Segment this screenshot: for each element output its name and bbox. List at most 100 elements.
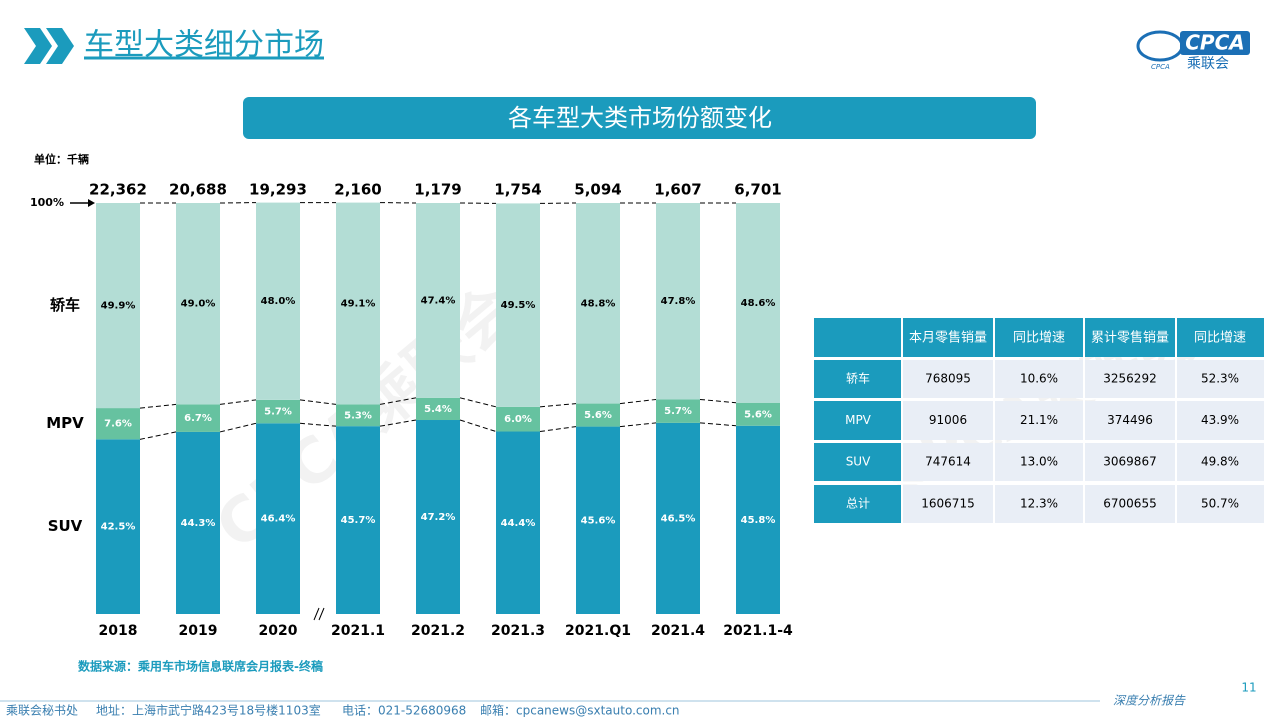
x-tick-label: 2021.1-4 (723, 623, 793, 639)
bar-segment (416, 397, 460, 421)
cell (994, 485, 1084, 523)
bar-segment (176, 404, 220, 432)
data-label: 44.4% (501, 518, 536, 529)
cell-text: 52.3% (1201, 372, 1239, 386)
bar-segment (576, 203, 620, 404)
total-label: 1,754 (494, 181, 541, 199)
cell-text: 3069867 (1103, 455, 1156, 469)
logo-text: CPCA (1185, 31, 1245, 55)
page-number: 11 (1241, 681, 1256, 695)
bar-segment (416, 203, 460, 398)
data-label: 45.6% (581, 515, 616, 526)
column-header: 本月零售销量 (909, 330, 987, 346)
bar-segment (576, 426, 620, 614)
connector (299, 399, 337, 405)
cell (994, 401, 1084, 440)
cell (902, 443, 994, 481)
data-label: 5.4% (424, 404, 452, 415)
footer-address: 地址：上海市武宁路423号18号楼1103室 (96, 703, 321, 718)
footer-email: 邮箱：cpcanews@sxtauto.com.cn (480, 703, 680, 718)
row-header: MPV (845, 413, 872, 427)
bar-segment (96, 408, 140, 440)
cell-text: 1606715 (921, 497, 974, 511)
cell (1176, 485, 1264, 523)
cell (994, 443, 1084, 481)
cell (1084, 443, 1176, 481)
connector (459, 419, 497, 432)
cell-text: 50.7% (1201, 497, 1239, 511)
cell (994, 360, 1084, 398)
cell-text: 3256292 (1103, 372, 1156, 386)
total-label: 6,701 (734, 181, 781, 199)
bar-segment (576, 403, 620, 427)
cell-text: 10.6% (1020, 372, 1058, 386)
data-label: 5.7% (664, 406, 692, 417)
x-tick-label: 2021.2 (411, 623, 465, 639)
bar-segment (176, 431, 220, 614)
bar-segment (256, 399, 300, 424)
cell-text: 12.3% (1020, 497, 1058, 511)
row-header: 总计 (846, 497, 870, 511)
bar-segment (496, 203, 540, 407)
data-label: 42.5% (101, 522, 136, 533)
cell (1176, 443, 1264, 481)
connector (299, 422, 337, 427)
page-title: 车型大类细分市场 (84, 28, 324, 63)
bar-segment (496, 406, 540, 432)
x-tick-label: 2019 (179, 623, 218, 639)
cell (902, 401, 994, 440)
cell (902, 485, 994, 523)
total-label: 1,179 (414, 181, 461, 199)
logo-sub: 乘联会 (1187, 56, 1229, 72)
chevron (24, 28, 52, 64)
cell-text: 374496 (1107, 413, 1153, 427)
data-label: 46.5% (661, 513, 696, 524)
total-label: 20,688 (169, 181, 227, 199)
banner-title: 各车型大类市场份额变化 (508, 104, 772, 132)
column-header: 同比增速 (1013, 331, 1065, 346)
cell (1084, 485, 1176, 523)
footer-report: 深度分析报告 (1113, 694, 1186, 708)
chevron (46, 28, 74, 64)
row-header-cell (814, 485, 902, 523)
series-label: SUV (48, 517, 83, 535)
column-header: 累计零售销量 (1091, 330, 1169, 346)
total-label: 1,607 (654, 181, 701, 199)
data-label: 5.3% (344, 410, 372, 421)
logo-box (1180, 31, 1250, 55)
data-label: 47.8% (661, 296, 696, 307)
connector (219, 399, 257, 405)
cell (1176, 401, 1264, 440)
bar-segment (336, 404, 380, 427)
x-tick-label: 2021.Q1 (565, 623, 631, 639)
cell-text: 6700655 (1103, 497, 1156, 511)
row-header: 轿车 (846, 371, 870, 386)
arrow-head (88, 199, 95, 207)
bar-segment (336, 202, 380, 405)
bar-segment (736, 402, 780, 426)
cell (1176, 360, 1264, 398)
cell (1084, 401, 1176, 440)
column-header: 同比增速 (1194, 331, 1246, 346)
data-label: 5.6% (744, 409, 772, 420)
connector (379, 397, 417, 405)
chart: 100% 42.5% 7.6% 49.9% 22,362 2018 44.3% 6.7% 49.… (30, 181, 793, 640)
unit-label: 单位：千辆 (34, 152, 89, 166)
connector (379, 419, 417, 427)
bar-segment (96, 439, 140, 614)
connector (699, 398, 737, 404)
cell-text: 21.1% (1020, 413, 1058, 427)
bar-segment (656, 203, 700, 400)
data-label: 46.4% (261, 514, 296, 525)
cell-text: 747614 (925, 455, 971, 469)
connector (459, 397, 497, 408)
bar-segment (496, 431, 540, 614)
row-header: SUV (846, 455, 871, 469)
bar-segment (736, 425, 780, 614)
total-label: 5,094 (574, 181, 621, 199)
y-tick-label: 100% (30, 196, 64, 209)
logo-mark (1136, 30, 1184, 62)
cell-text: 49.8% (1201, 455, 1239, 469)
